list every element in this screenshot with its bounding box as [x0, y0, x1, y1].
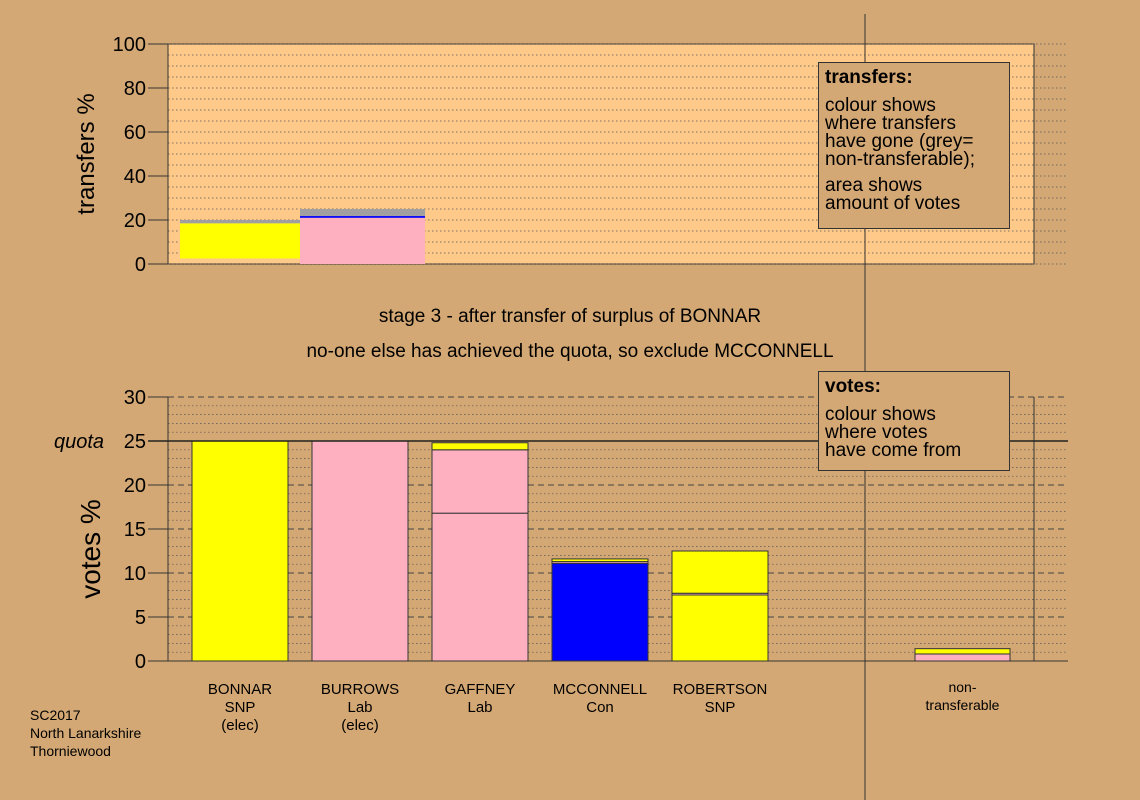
y-tick-label: 60 — [124, 122, 146, 144]
vote-bar-segment — [311, 440, 409, 662]
category-label: BONNAR — [208, 681, 272, 698]
category-label: Lab — [347, 699, 372, 716]
transfers-legend-line: non-transferable); — [825, 149, 975, 170]
y-axis-title: votes % — [75, 499, 106, 599]
y-tick-label: 25 — [124, 431, 146, 453]
transfers-legend-line: have gone (grey= — [825, 131, 974, 152]
category-label: Lab — [467, 699, 492, 716]
y-tick-label: 0 — [135, 254, 146, 276]
vote-bar-segment — [551, 562, 649, 662]
y-tick-label: 5 — [135, 607, 146, 629]
transfers-legend-line: amount of votes — [825, 193, 961, 214]
y-tick-label: 10 — [124, 563, 146, 585]
vote-bar-segment — [671, 550, 769, 594]
transfers-legend-line: colour shows — [825, 95, 936, 116]
transfer-bar-segment — [300, 216, 425, 218]
transfers-legend-line: area shows — [825, 175, 923, 196]
vote-bar-segment — [551, 558, 649, 563]
nontransferable-label: transferable — [926, 697, 1000, 713]
category-label: BURROWS — [321, 681, 399, 698]
transfers-legend-title: transfers: — [825, 67, 913, 88]
stage-line-1: stage 3 - after transfer of surplus of B… — [378, 306, 762, 327]
votes-legend-title: votes: — [825, 376, 881, 397]
y-tick-label: 40 — [124, 166, 146, 188]
category-label: GAFFNEY — [445, 681, 516, 698]
nontransferable-label: non- — [948, 679, 976, 695]
y-tick-label: 15 — [124, 519, 146, 541]
category-label: SNP — [225, 699, 256, 716]
category-label: SNP — [705, 699, 736, 716]
transfer-bar-segment — [180, 220, 300, 224]
vote-bar-segment — [431, 442, 529, 451]
y-tick-label: 20 — [124, 210, 146, 232]
nontransferable-segment — [914, 653, 1011, 662]
nontransferable-segment — [914, 648, 1011, 655]
y-tick-label: 20 — [124, 475, 146, 497]
transfer-bar-segment — [180, 223, 300, 259]
votes-legend-line: where votes — [825, 422, 928, 443]
footer-line: SC2017 — [30, 707, 81, 723]
transfers-legend: transfers: colour shows where transfers … — [818, 62, 1010, 229]
quota-label: quota — [54, 431, 104, 453]
footer-line: Thorniewood — [30, 743, 111, 759]
y-tick-label: 100 — [113, 34, 146, 56]
footer-label: SC2017 North Lanarkshire Thorniewood — [30, 706, 141, 760]
votes-legend-line: colour shows — [825, 404, 936, 425]
category-label: (elec) — [341, 717, 379, 734]
transfers-legend-line: where transfers — [825, 113, 956, 134]
y-tick-label: 80 — [124, 78, 146, 100]
vote-bar-segment — [431, 512, 529, 662]
transfer-bar-segment — [300, 217, 425, 264]
vote-bar-segment — [191, 440, 289, 662]
vote-bar-segment — [671, 594, 769, 662]
vote-bar-segment — [431, 449, 529, 514]
category-label: MCCONNELL — [553, 681, 647, 698]
footer-line: North Lanarkshire — [30, 725, 142, 741]
votes-legend: votes: colour shows where votes have com… — [818, 371, 1010, 471]
category-label: ROBERTSON — [673, 681, 768, 698]
category-label: Con — [586, 699, 614, 716]
category-label: (elec) — [221, 717, 259, 734]
votes-legend-line: have come from — [825, 440, 962, 461]
y-tick-label: 0 — [135, 651, 146, 673]
y-tick-label: 30 — [124, 387, 146, 409]
y-axis-title: transfers % — [73, 93, 100, 214]
stage-line-2: no-one else has achieved the quota, so e… — [306, 341, 834, 362]
transfer-bar-segment — [300, 209, 425, 217]
